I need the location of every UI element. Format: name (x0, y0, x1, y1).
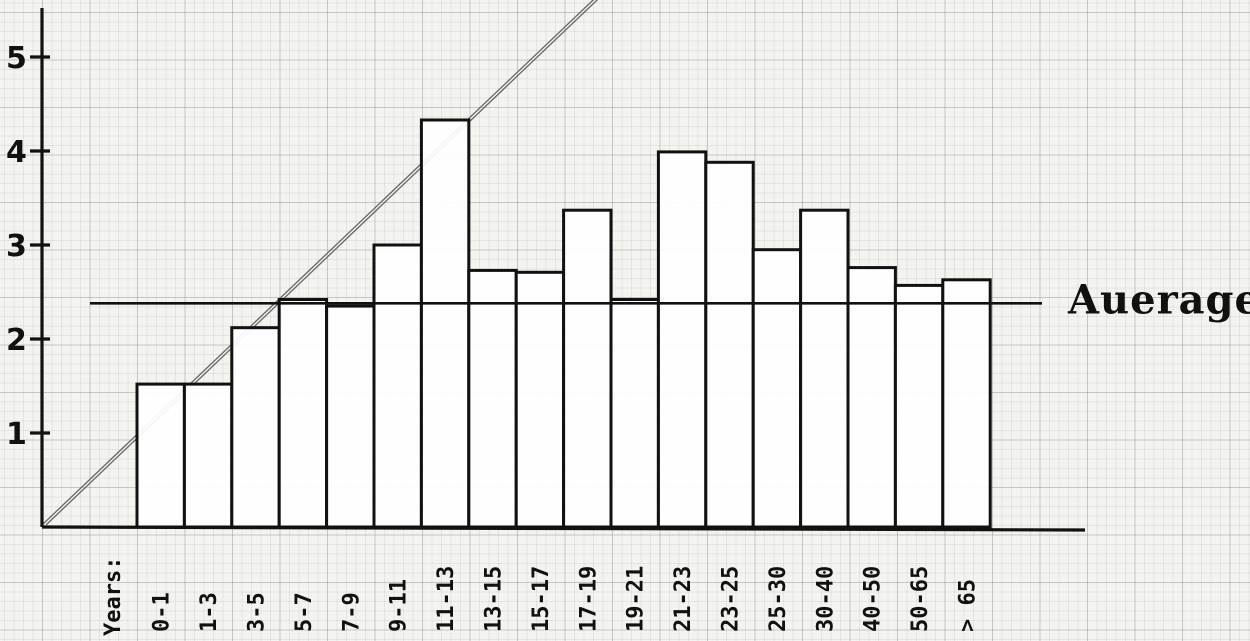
bar-15 (799, 208, 850, 529)
bar-6 (372, 243, 423, 529)
bar-13 (704, 160, 755, 529)
trend-line-a (41, 0, 595, 526)
bar-3 (230, 326, 281, 529)
x-tick-label-14: 25-30 (766, 566, 791, 632)
x-tick-label-7: 11-13 (434, 566, 459, 632)
bar-14 (751, 248, 803, 529)
bar-12 (656, 150, 708, 529)
bar-16 (846, 266, 897, 529)
y-tick-label-2: 2 (6, 323, 27, 358)
bar-18 (941, 278, 992, 529)
x-tick-label-9: 15-17 (529, 566, 554, 632)
bar-5 (325, 304, 376, 529)
x-tick-label-2: 1-3 (197, 592, 222, 632)
bar-8 (467, 268, 518, 529)
x-tick-label-5: 7-9 (339, 592, 364, 632)
axes-layer (40, 8, 1086, 532)
bars-layer (135, 118, 992, 529)
bar-11 (609, 298, 660, 529)
x-tick-label-8: 13-15 (482, 566, 507, 632)
x-tick-label-10: 17-19 (576, 566, 601, 632)
x-tick-label-12: 21-23 (671, 566, 696, 632)
y-tick-label-5: 5 (6, 41, 27, 76)
y-tick-label-4: 4 (6, 135, 27, 170)
x-tick-label-13: 23-25 (719, 566, 744, 632)
bar-4 (277, 298, 329, 529)
x-tick-label-18: > 65 (956, 579, 981, 632)
x-tick-label-6: 9-11 (387, 579, 412, 632)
average-label: Auerage (1067, 276, 1250, 323)
x-tick-label-16: 40-50 (861, 566, 886, 632)
x-tick-label-17: 50-65 (908, 566, 933, 632)
x-axis (41, 525, 1086, 532)
x-tick-label-4: 5-7 (292, 592, 317, 632)
x-tick-label-3: 3-5 (245, 592, 270, 632)
y-tick-label-1: 1 (6, 417, 27, 452)
bar-2 (182, 382, 234, 529)
y-ticks-layer: 1 2 3 4 5 (6, 41, 50, 452)
x-tick-label-11: 19-21 (624, 566, 649, 632)
x-labels-layer: Years: 0-1 1-3 3-5 5-7 7-9 9-11 11-13 13-15 15-1… (101, 557, 981, 636)
bar-10 (562, 208, 613, 529)
x-tick-label-1: 0-1 (150, 592, 175, 632)
y-tick-label-3: 3 (6, 229, 27, 264)
x-tick-label-15: 30-40 (813, 566, 838, 632)
x-axis-title: Years: (101, 557, 126, 636)
bar-1 (135, 382, 186, 529)
average-layer: Auerage (90, 276, 1250, 323)
bar-9 (514, 270, 566, 529)
bar-7 (419, 118, 471, 529)
bar-17 (893, 283, 945, 529)
